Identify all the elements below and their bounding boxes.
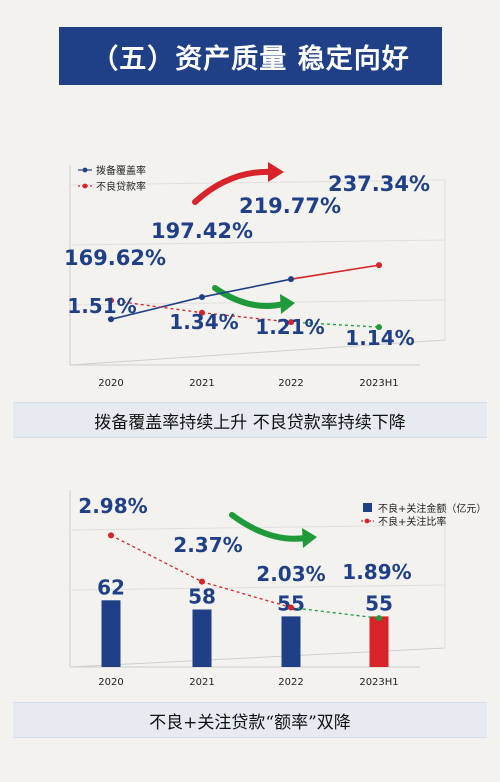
x-tick-label: 2023H1: [359, 677, 398, 688]
npl-data-label: 1.51%: [67, 294, 136, 318]
ratio-line-segment: [110, 534, 203, 583]
provision-point: [376, 262, 382, 269]
provision-point: [199, 294, 205, 301]
provision-data-label: 197.42%: [151, 219, 253, 243]
ratio-point: [288, 604, 294, 611]
provision-line-segment: [110, 296, 203, 321]
npl-point: [376, 324, 382, 331]
ratio-point: [199, 578, 205, 585]
legend-label-provision: 拨备覆盖率: [96, 164, 146, 177]
chart2-legend: 不良+关注金额（亿元） 不良+关注比率: [361, 502, 486, 528]
ratio-data-label: 2.98%: [78, 494, 147, 518]
trend-arrow-down: [212, 285, 295, 314]
legend-label-amount: 不良+关注金额（亿元）: [378, 502, 486, 515]
provision-data-label: 237.34%: [328, 172, 430, 196]
x-tick-label: 2023H1: [359, 378, 398, 389]
amount-data-label: 55: [365, 591, 393, 615]
amount-bar: [101, 600, 121, 667]
legend-label-ratio: 不良+关注比率: [378, 515, 446, 528]
x-tick-label: 2021: [189, 378, 214, 389]
amount-data-label: 62: [97, 575, 125, 599]
ratio-point: [108, 532, 114, 539]
npl-point: [108, 297, 114, 304]
npl-data-label: 1.34%: [169, 310, 238, 334]
x-tick-label: 2022: [278, 677, 303, 688]
trend-arrow-up: [192, 162, 284, 205]
provision-line-segment: [201, 278, 292, 298]
amount-data-label: 58: [188, 585, 216, 609]
chart1-legend: 拨备覆盖率 不良贷款率: [78, 164, 146, 193]
npl-line-segment: [290, 321, 380, 328]
chart1-marks: 2020 2021 2022 2023H1 169.62% 197.42%219.77%2…: [64, 172, 430, 389]
provision-npl-line-chart: 拨备覆盖率 不良贷款率 2020 2021 2022 2023H1 169.62% 197…: [64, 162, 446, 389]
page-title: （五）资产质量 稳定向好: [59, 27, 442, 85]
ratio-point: [376, 615, 382, 622]
x-tick-label: 2020: [98, 677, 123, 688]
provision-point: [288, 276, 294, 283]
npl-data-label: 1.21%: [255, 315, 324, 339]
chart2-marks: 2020 2021 2022 2023H1 62 58 55 55 2.98% 2.37% 2.03…: [78, 494, 411, 688]
npl-line-segment: [201, 312, 292, 323]
ratio-data-label: 2.37%: [173, 533, 242, 557]
caption-bottom: 不良+关注贷款“额率”双降: [13, 702, 487, 738]
amount-data-label: 55: [277, 591, 305, 615]
provision-line-segment: [290, 264, 380, 280]
npl-attention-bar-chart: 不良+关注金额（亿元） 不良+关注比率 2020 2021 2022 2023H1 62…: [69, 490, 486, 688]
npl-data-label: 1.14%: [345, 326, 414, 350]
ratio-data-label: 1.89%: [342, 560, 411, 584]
amount-bar: [192, 609, 212, 667]
trend-arrow-down-2: [229, 512, 317, 548]
x-tick-label: 2020: [98, 378, 123, 389]
amount-bar: [281, 616, 301, 667]
npl-point: [288, 319, 294, 326]
provision-point: [108, 316, 114, 323]
provision-data-label: 169.62%: [64, 246, 166, 270]
ratio-line-segment: [290, 606, 380, 619]
npl-point: [199, 309, 205, 316]
ratio-data-label: 2.03%: [256, 562, 325, 586]
provision-data-label: 219.77%: [239, 194, 341, 218]
x-tick-label: 2021: [189, 677, 214, 688]
x-tick-label: 2022: [278, 378, 303, 389]
caption-top: 拨备覆盖率持续上升 不良贷款率持续下降: [13, 402, 487, 438]
legend-label-npl: 不良贷款率: [96, 180, 146, 193]
amount-bar: [369, 616, 389, 667]
